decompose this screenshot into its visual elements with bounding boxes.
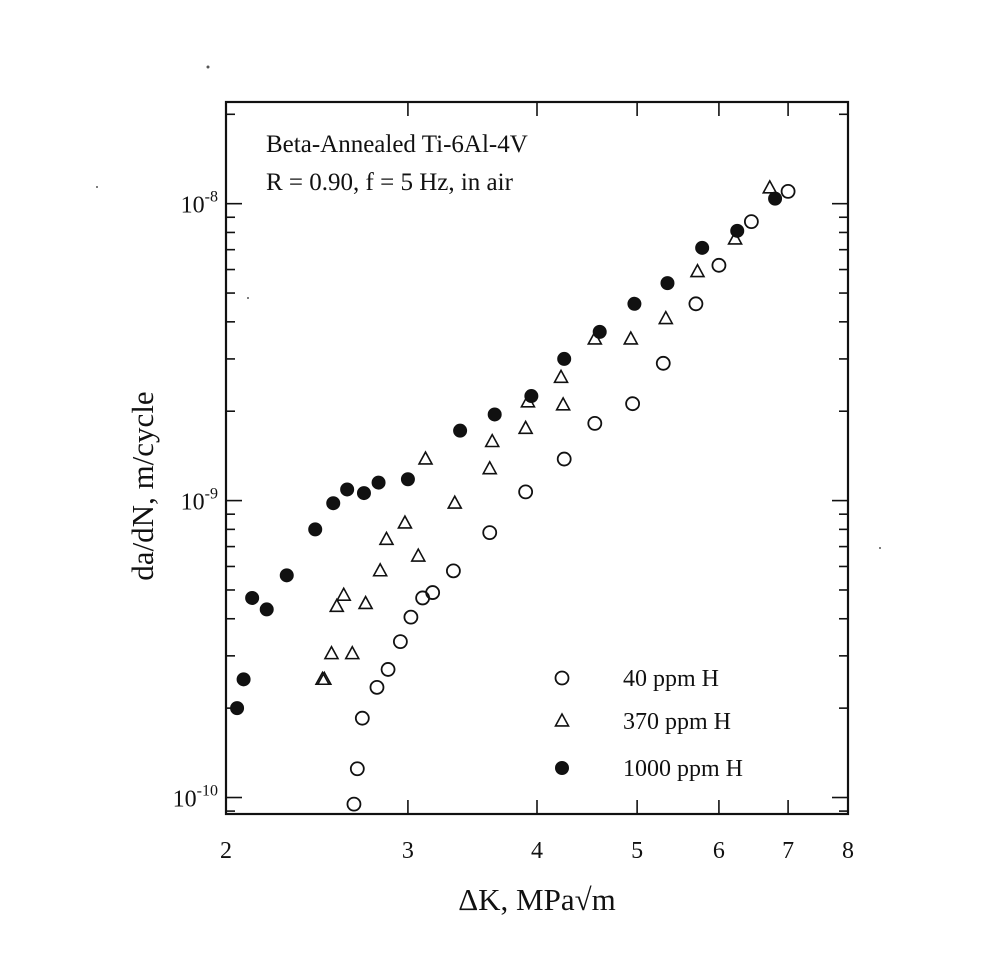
data-point-series-2 — [657, 309, 674, 325]
scan-speck — [879, 547, 881, 549]
axis-ticks — [226, 102, 848, 814]
data-points — [230, 179, 796, 812]
x-axis-label: ΔK, MPa√m — [458, 882, 616, 917]
y-tick-labels: 10-10 10-9 10-8 — [173, 189, 218, 813]
data-point-series-3 — [695, 240, 710, 255]
data-point-series-1 — [380, 662, 396, 677]
data-point-series-2 — [316, 670, 333, 686]
data-point-series-2 — [410, 547, 427, 562]
data-point-series-2 — [761, 179, 778, 194]
data-point-series-2 — [344, 645, 361, 660]
x-tick-label: 3 — [402, 838, 414, 864]
y-tick-label: 10-8 — [181, 189, 218, 219]
data-point-series-2 — [555, 396, 571, 411]
data-point-series-2 — [689, 263, 706, 278]
data-point-series-2 — [446, 494, 463, 509]
data-point-series-3 — [259, 602, 274, 617]
legend-label-1000ppm: 1000 ppm H — [623, 756, 743, 782]
data-point-series-2 — [378, 530, 395, 546]
data-point-series-2 — [328, 597, 345, 613]
scan-speck — [247, 297, 249, 299]
data-point-series-3 — [371, 475, 386, 490]
data-point-series-3 — [230, 701, 245, 716]
legend: 40 ppm H 370 ppm H 1000 ppm H — [554, 666, 743, 782]
data-point-series-3 — [524, 389, 539, 404]
data-point-series-2 — [622, 330, 639, 345]
data-point-series-1 — [688, 296, 704, 312]
data-point-series-3 — [768, 191, 783, 206]
data-point-series-1 — [445, 563, 461, 579]
x-tick-label: 8 — [842, 838, 854, 864]
data-point-series-2 — [335, 586, 352, 601]
data-point-series-2 — [481, 460, 498, 475]
data-point-series-1 — [369, 679, 385, 695]
data-point-series-2 — [517, 419, 534, 435]
x-tick-label: 5 — [631, 838, 643, 864]
data-point-series-1 — [354, 710, 370, 726]
data-point-series-3 — [356, 486, 371, 501]
y-tick-label: 10-10 — [173, 783, 218, 813]
data-point-series-2 — [323, 645, 340, 660]
data-point-series-3 — [245, 590, 260, 605]
data-point-series-1 — [780, 183, 796, 199]
data-point-series-3 — [236, 672, 251, 687]
data-point-series-2 — [357, 594, 374, 610]
x-tick-labels: 2 3 4 5 6 7 8 — [220, 838, 854, 864]
data-point-series-1 — [711, 257, 727, 273]
data-point-series-1 — [518, 484, 534, 500]
x-tick-label: 2 — [220, 838, 232, 864]
data-point-series-1 — [349, 761, 365, 777]
legend-marker-series-3 — [555, 761, 569, 775]
data-point-series-1 — [625, 396, 641, 412]
data-point-series-3 — [340, 482, 355, 497]
legend-marker-series-1 — [554, 670, 570, 686]
data-point-series-3 — [557, 351, 572, 366]
legend-label-370ppm: 370 ppm H — [623, 709, 731, 735]
data-point-series-3 — [400, 472, 415, 487]
data-point-series-1 — [392, 634, 408, 650]
data-point-series-3 — [627, 296, 642, 311]
data-point-series-2 — [397, 514, 413, 529]
x-tick-label: 6 — [713, 838, 725, 864]
data-point-series-2 — [417, 450, 434, 465]
data-point-series-3 — [453, 423, 468, 438]
y-tick-label: 10-9 — [181, 486, 218, 516]
data-point-series-2 — [553, 368, 569, 384]
data-point-series-1 — [556, 451, 572, 467]
x-tick-label: 4 — [531, 838, 543, 864]
data-point-series-2 — [372, 562, 389, 577]
data-point-series-1 — [655, 355, 671, 371]
data-point-series-1 — [743, 214, 759, 230]
data-point-series-1 — [403, 609, 419, 625]
data-point-series-1 — [587, 415, 603, 431]
data-point-series-2 — [727, 230, 743, 245]
data-point-series-3 — [730, 223, 745, 238]
data-point-series-3 — [660, 276, 675, 291]
x-tick-label: 7 — [782, 838, 794, 864]
chart-title-line-1: Beta-Annealed Ti-6Al-4V — [266, 131, 528, 158]
data-point-series-2 — [484, 432, 501, 448]
y-axis-label: da/dN, m/cycle — [125, 391, 160, 580]
scan-speck — [96, 186, 98, 188]
data-point-series-3 — [308, 522, 323, 537]
data-point-series-1 — [425, 585, 441, 600]
legend-marker-series-2 — [554, 712, 570, 727]
data-point-series-3 — [326, 496, 341, 511]
data-point-series-3 — [487, 407, 502, 422]
data-point-series-1 — [415, 590, 431, 606]
data-point-series-3 — [592, 324, 607, 339]
data-point-series-1 — [346, 796, 362, 812]
scan-speck — [206, 65, 210, 69]
chart-title-line-2: R = 0.90, f = 5 Hz, in air — [266, 169, 514, 196]
plot-frame — [224, 100, 850, 816]
data-point-series-3 — [279, 568, 294, 583]
data-point-series-1 — [482, 525, 498, 541]
legend-label-40ppm: 40 ppm H — [623, 666, 719, 692]
